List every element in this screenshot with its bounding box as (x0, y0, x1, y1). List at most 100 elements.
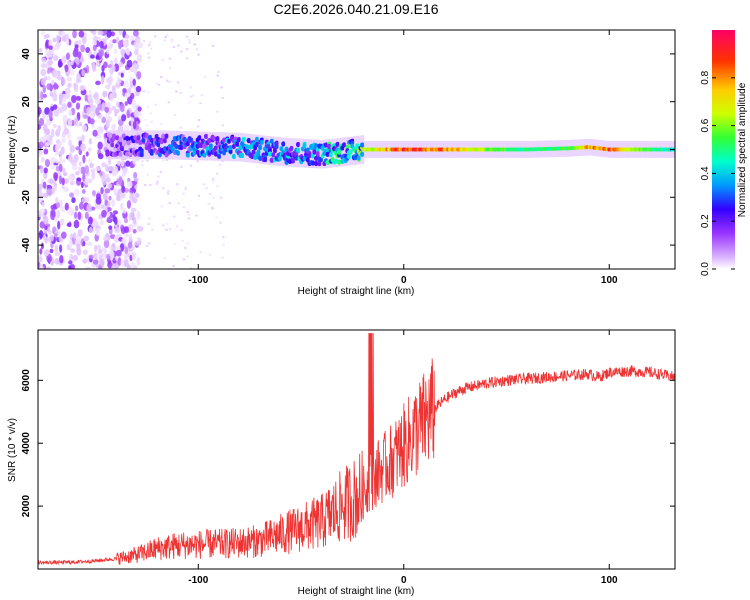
heatmap-noise-cell (185, 57, 189, 60)
heatmap-noise-cell (121, 185, 126, 194)
heatmap-noise-cell (40, 78, 46, 86)
heatmap-noise-cell (99, 219, 105, 226)
heatmap-ridge-cell (346, 153, 352, 160)
heatmap-noise-cell (83, 235, 90, 242)
heatmap-ridge-cell (294, 155, 299, 161)
heatmap-noise-cell (142, 90, 146, 93)
heatmap-noise-cell (216, 185, 219, 188)
heatmap-noise-cell (40, 68, 47, 77)
heatmap-noise-cell (208, 254, 212, 257)
heatmap-noise-cell (44, 76, 48, 81)
heatmap-noise-cell (98, 50, 104, 58)
heatmap-noise-cell (108, 158, 112, 165)
heatmap-noise-cell (46, 69, 51, 74)
heatmap-noise-cell (81, 134, 85, 143)
heatmap-noise-cell (147, 242, 151, 245)
heatmap-noise-cell (88, 97, 94, 106)
heatmap-noise-cell (67, 76, 72, 82)
heatmap-noise-cell (133, 30, 139, 37)
heatmap-noise-cell (111, 169, 117, 177)
heatmap-halo-cell (207, 131, 210, 161)
heatmap-noise-cell (150, 120, 153, 123)
heatmap-ridge-cell (164, 133, 169, 139)
heatmap-halo-cell (257, 134, 260, 164)
heatmap-noise-cell (189, 86, 193, 89)
heatmap-noise-cell (104, 188, 111, 194)
heatmap-noise-cell (68, 175, 74, 180)
heatmap-ridge-cell (274, 140, 279, 146)
heatmap-noise-cell (44, 142, 50, 147)
heatmap-noise-cell (53, 109, 60, 117)
heatmap-noise-cell (73, 211, 78, 220)
heatmap-noise-cell (88, 254, 94, 259)
y-tick-label: 0 (21, 146, 32, 152)
heatmap-noise-cell (143, 184, 147, 187)
heatmap-ridge-cell (327, 144, 332, 150)
heatmap-noise-cell (120, 48, 126, 57)
heatmap-ridge-cell (207, 137, 212, 144)
heatmap-halo-cell (252, 134, 255, 163)
heatmap-noise-cell (197, 119, 201, 122)
heatmap-noise-cell (38, 117, 45, 127)
heatmap-noise-cell (74, 205, 79, 212)
heatmap-noise-cell (68, 260, 73, 265)
heatmap-noise-cell (221, 124, 225, 127)
heatmap-noise-cell (60, 205, 66, 213)
heatmap-noise-cell (105, 112, 110, 119)
heatmap-noise-cell (215, 216, 218, 219)
heatmap-ridge-cell (235, 141, 240, 147)
heatmap-halo-cell (114, 130, 117, 160)
heatmap-halo-cell (319, 139, 322, 169)
heatmap-noise-cell (115, 101, 120, 108)
snr-panel: -100 0 100 2000 4000 6000 Height of straight… (7, 329, 676, 597)
heatmap-ridge-cell (333, 158, 339, 164)
heatmap-noise-cell (53, 123, 57, 128)
colorbar-gradient (712, 30, 735, 269)
heatmap-noise-cell (54, 251, 61, 256)
heatmap-noise-cell (135, 38, 141, 43)
heatmap-noise-cell (106, 166, 113, 172)
heatmap-noise-cell (146, 91, 149, 94)
colorbar-label: Normalized spectral amplitude (737, 82, 748, 217)
heatmap-noise-cell (50, 204, 57, 211)
heatmap-halo-cell (143, 130, 146, 160)
heatmap-noise-cell (42, 192, 49, 198)
heatmap-noise-cell (113, 187, 118, 196)
heatmap-ridge-cell (325, 148, 330, 154)
colorbar-tick-label: 0.6 (700, 118, 711, 132)
heatmap-noise-cell (117, 257, 122, 267)
heatmap-noise-cell (81, 69, 85, 77)
heatmap-halo-cell (135, 130, 138, 160)
heatmap-ridge-cell (136, 135, 141, 141)
heatmap-noise-cell (42, 233, 47, 242)
heatmap-noise-cell (64, 177, 69, 185)
y-tick-label: 40 (21, 48, 32, 60)
heatmap-noise-cell (112, 91, 117, 99)
x-tick-label: 100 (601, 575, 618, 586)
heatmap-noise-cell (119, 103, 125, 113)
heatmap-ridge-cell (159, 138, 164, 145)
heatmap-noise-cell (123, 80, 129, 89)
heatmap-halo-cell (212, 131, 215, 161)
heatmap-noise-cell (204, 75, 207, 78)
heatmap-noise-cell (136, 53, 143, 63)
heatmap-noise-cell (58, 107, 64, 114)
heatmap-noise-cell (57, 140, 62, 147)
heatmap-noise-cell (109, 93, 114, 102)
heatmap-noise-cell (72, 232, 77, 240)
heatmap-noise-cell (61, 231, 67, 239)
heatmap-noise-cell (82, 154, 86, 164)
heatmap-ridge-cell (335, 141, 340, 147)
heatmap-noise-cell (76, 136, 83, 141)
heatmap-noise-cell (186, 255, 189, 258)
heatmap-noise-cell (136, 237, 142, 246)
heatmap-noise-cell (57, 124, 61, 133)
y-tick-label: 2000 (21, 495, 32, 518)
heatmap-noise-cell (132, 78, 136, 86)
heatmap-noise-cell (111, 242, 116, 250)
heatmap-noise-cell (185, 35, 189, 38)
heatmap-ridge-cell (118, 151, 123, 157)
heatmap-noise-cell (118, 40, 123, 50)
heatmap-noise-cell (202, 183, 206, 186)
heatmap-noise-cell (48, 45, 53, 51)
